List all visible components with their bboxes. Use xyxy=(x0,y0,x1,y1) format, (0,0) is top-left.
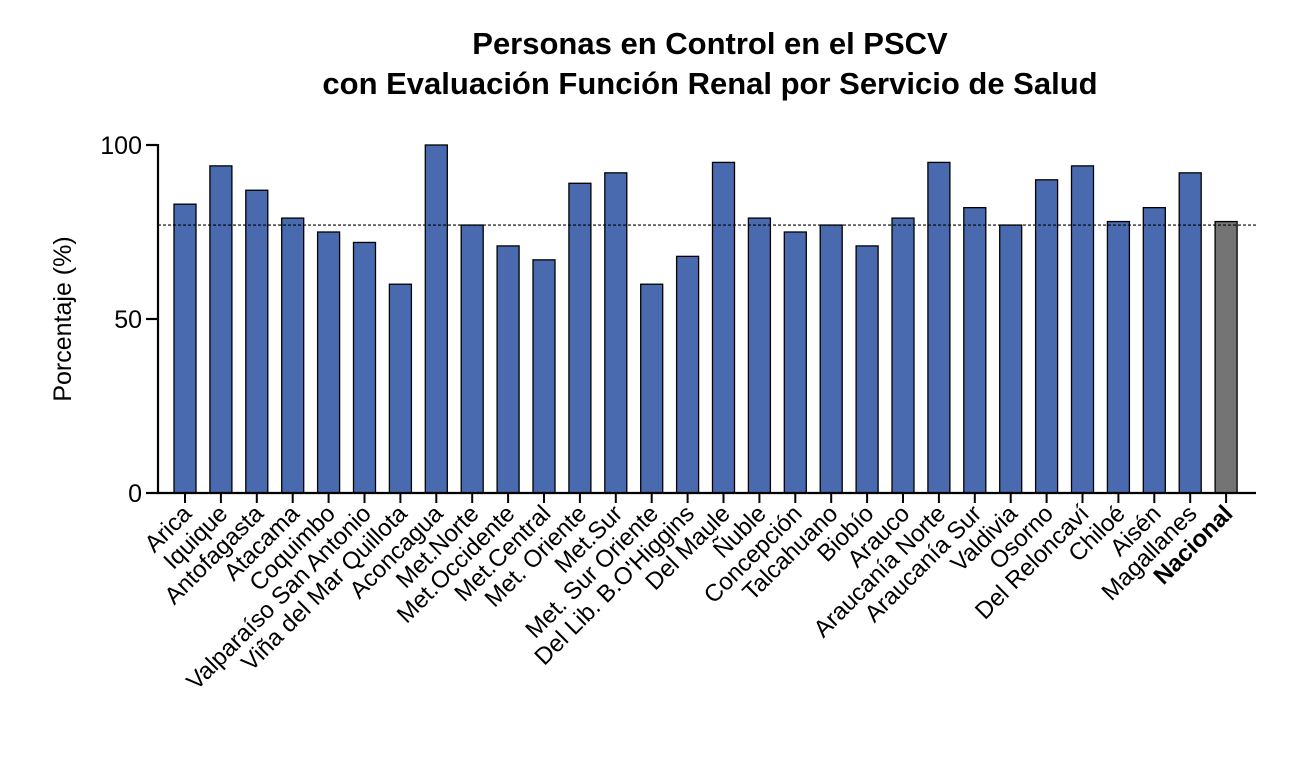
y-tick-label: 100 xyxy=(100,132,142,160)
bar xyxy=(1070,165,1095,494)
bar xyxy=(245,189,269,494)
bar xyxy=(999,224,1023,494)
bar xyxy=(424,144,448,494)
bar xyxy=(316,231,341,494)
bar xyxy=(460,224,484,494)
bar xyxy=(783,231,807,494)
bar xyxy=(281,217,305,494)
bar xyxy=(173,203,197,494)
bar xyxy=(532,259,556,494)
bar xyxy=(1142,206,1166,494)
bar xyxy=(1106,220,1131,494)
y-tick-label: 50 xyxy=(114,306,142,334)
y-axis-label: Porcentaje (%) xyxy=(49,236,77,401)
y-tick-label: 0 xyxy=(128,480,142,508)
bar xyxy=(1178,172,1202,494)
bar xyxy=(209,165,233,494)
bar xyxy=(388,283,413,494)
bar xyxy=(891,217,915,494)
bar xyxy=(747,217,772,494)
bar xyxy=(640,283,664,494)
bar xyxy=(1034,179,1059,494)
bar xyxy=(496,245,520,494)
bar xyxy=(819,224,843,494)
bar xyxy=(855,245,879,494)
chart-title: Personas en Control en el PSCV xyxy=(472,26,948,61)
bar xyxy=(352,241,377,494)
bar xyxy=(1214,220,1238,494)
bar xyxy=(963,206,987,494)
bar xyxy=(568,182,592,494)
bar xyxy=(711,161,736,494)
chart-subtitle: con Evaluación Función Renal por Servici… xyxy=(322,66,1098,101)
bar xyxy=(604,172,628,494)
bar xyxy=(927,161,951,494)
bar xyxy=(675,255,700,494)
